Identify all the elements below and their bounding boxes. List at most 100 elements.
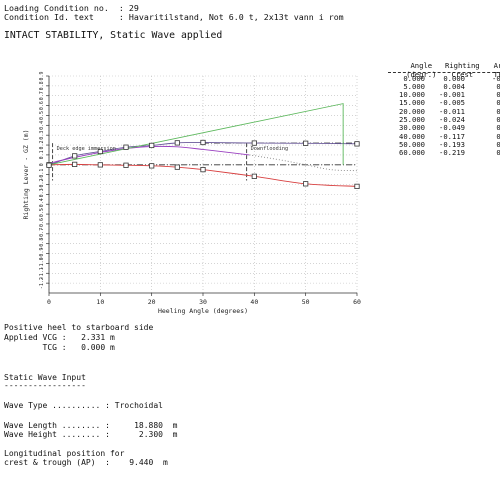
- x-tick-label: 60: [353, 298, 361, 306]
- point-marker-trough: [200, 139, 206, 146]
- cell-trough: 0.: [496, 131, 500, 141]
- cell-angle: 60.000: [399, 148, 425, 158]
- wave-length-line: Wave Length ........ : 18.880 m: [4, 421, 177, 431]
- cell-trough: 0.: [496, 106, 500, 116]
- col-trough-subheader: Trou: [493, 69, 500, 79]
- righting-arms-table: Angle Righting Arms (degr.) Crest Trou 0.000…: [383, 54, 500, 158]
- point-marker-trough: [123, 144, 129, 150]
- y-tick-label: -0.6: [39, 218, 45, 230]
- y-tick-label: 0.7: [39, 91, 45, 100]
- loading-condition-value: 29: [128, 3, 139, 13]
- cell-angle: 5.000: [403, 81, 425, 91]
- tcg-label: TCG :: [42, 343, 67, 352]
- wave-length-unit: m: [172, 421, 178, 430]
- table-rule: [388, 71, 500, 73]
- wave-height-unit: m: [172, 430, 178, 439]
- point-marker-crest: [72, 161, 78, 167]
- table-header-row-1: Angle Righting Arms: [383, 54, 500, 70]
- y-tick-label: 0.2: [39, 141, 45, 150]
- table-row: 50.000 -0.193 0.: [383, 139, 500, 149]
- col-crest-subheader: Crest: [451, 69, 474, 79]
- cell-trough: 0.: [496, 123, 500, 133]
- col-angle-subheader: (degr.): [406, 69, 437, 79]
- y-tick-label: 0.4: [39, 121, 45, 130]
- point-marker-crest: [200, 167, 206, 173]
- cell-crest: -0.011: [439, 106, 465, 116]
- table-row: 0.000 0.000 -0.: [383, 74, 500, 83]
- applied-vcg-line: Applied VCG : 2.331 m: [4, 333, 115, 343]
- point-marker-trough: [174, 140, 180, 146]
- point-marker-crest: [123, 162, 129, 168]
- y-tick-label: -0.3: [39, 188, 45, 200]
- cell-trough: 0.: [496, 98, 500, 108]
- cell-trough: 0.: [496, 81, 500, 91]
- long-pos-value: 9.440: [129, 458, 154, 467]
- y-tick-label: -0.9: [39, 248, 45, 260]
- y-tick-label: -0.8: [39, 238, 45, 250]
- vline-label-deck-edge: Deck edge immersion: [57, 146, 116, 152]
- x-tick-label: 50: [302, 298, 310, 306]
- y-tick-label: 0.1: [39, 150, 45, 159]
- y-tick-label: -0.1: [39, 169, 45, 181]
- table-row: 20.000 -0.011 0.: [383, 106, 500, 116]
- cell-crest: -0.001: [439, 90, 465, 100]
- cell-crest: -0.049: [439, 123, 465, 133]
- x-tick-label: 30: [199, 298, 207, 306]
- table-row: 60.000 -0.219 0.: [383, 148, 500, 158]
- wave-length-value: 18.880: [134, 421, 163, 430]
- wave-type-label: Wave Type .......... :: [4, 401, 110, 410]
- loading-condition-label: Loading Condition no.: [4, 3, 109, 13]
- col-angle-header: Angle: [410, 61, 433, 71]
- x-tick-label: 10: [96, 298, 104, 306]
- table-body: 0.0000.000-0.5.0000.0040.10.000-0.0010.1…: [383, 74, 500, 158]
- point-marker-trough: [354, 141, 360, 147]
- cell-crest: -0.024: [439, 115, 465, 125]
- cell-angle: 20.000: [399, 106, 425, 116]
- series-lines: [48, 103, 358, 187]
- cell-trough: 0.: [496, 139, 500, 149]
- y-tick-label: -1.0: [39, 257, 45, 269]
- wave-height-label: Wave Height ........ :: [4, 430, 110, 439]
- table-row: 15.000 -0.005 0.: [383, 98, 500, 108]
- series-line-crest: [48, 163, 358, 187]
- series-line-trough: [48, 142, 358, 166]
- tcg-value: 0.000 m: [81, 343, 115, 352]
- point-marker-crest: [174, 164, 180, 170]
- applied-vcg-value: 2.331 m: [81, 333, 115, 342]
- tcg-line: TCG : 0.000 m: [4, 343, 115, 353]
- y-tick-label: -0.4: [39, 198, 45, 210]
- cell-trough: 0.: [496, 148, 500, 158]
- long-pos-label-2: crest & trough (AP) :: [4, 458, 110, 467]
- point-marker-trough: [149, 142, 155, 149]
- point-marker-crest: [303, 181, 309, 187]
- series-line-gm-tangent: [48, 103, 344, 166]
- long-pos-unit: m: [162, 458, 168, 467]
- cell-crest: -0.193: [439, 139, 465, 149]
- point-marker-crest: [97, 162, 103, 168]
- table-row: 5.000 0.004 0.: [383, 81, 500, 91]
- chart-labels: 0 10 20 30 40 50 60-1.2-1.1-1.0-0.9-0.8-0.7-0.…: [22, 71, 361, 315]
- long-pos-line: crest & trough (AP) : 9.440 m: [4, 458, 168, 468]
- x-tick-label: 0: [47, 298, 51, 306]
- col-crest-header: Righting: [445, 61, 480, 71]
- wave-height-line: Wave Height ........ : 2.300 m: [4, 430, 177, 440]
- cell-angle: 50.000: [399, 139, 425, 149]
- table-row: 25.000 -0.024 0.: [383, 115, 500, 125]
- point-marker-trough: [303, 140, 309, 146]
- series-markers: [46, 139, 360, 189]
- wave-type-line: Wave Type .......... : Trochoidal: [4, 401, 163, 411]
- y-tick-label: 0.6: [39, 101, 45, 110]
- wave-input-title: Static Wave Input: [4, 373, 86, 382]
- cell-crest: -0.117: [439, 131, 465, 141]
- x-axis-label: Heeling Angle (degrees): [158, 307, 248, 315]
- point-marker-trough: [251, 140, 257, 146]
- col-trough-header: Arms: [493, 61, 500, 71]
- x-tick-label: 40: [250, 298, 258, 306]
- positive-heel-note: Positive heel to starboard side: [4, 323, 154, 332]
- y-axis-label: Righting Lever - GZ (m): [22, 129, 30, 219]
- wave-type-value: Trochoidal: [114, 401, 163, 410]
- point-marker-trough: [72, 153, 78, 159]
- cell-angle: 25.000: [399, 115, 425, 125]
- condition-id-line: Condition Id. text : Havaritilstand, Not…: [4, 12, 344, 22]
